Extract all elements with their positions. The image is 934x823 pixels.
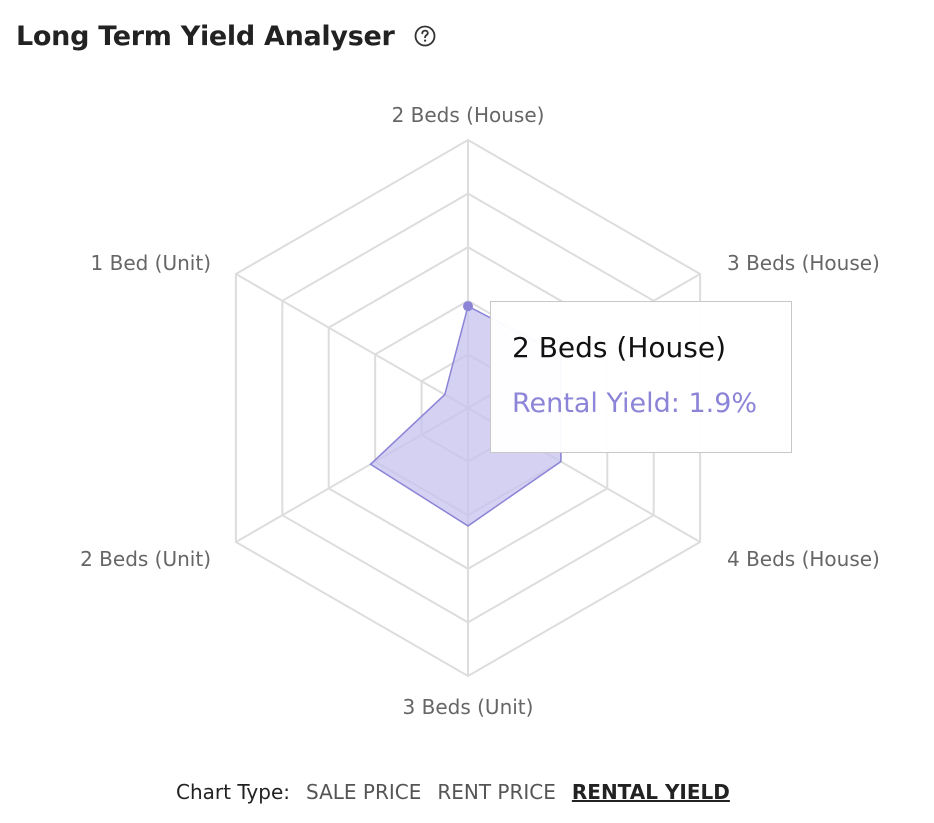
tooltip-value: Rental Yield: 1.9% bbox=[512, 388, 758, 419]
axis-label: 1 Bed (Unit) bbox=[91, 251, 211, 275]
chart-type-selector: Chart Type: SALE PRICE RENT PRICE RENTAL… bbox=[176, 780, 730, 804]
axis-label: 2 Beds (Unit) bbox=[80, 547, 211, 571]
axis-label: 3 Beds (Unit) bbox=[403, 695, 534, 719]
chart-type-rental-yield[interactable]: RENTAL YIELD bbox=[571, 780, 730, 804]
chart-type-rent-price[interactable]: RENT PRICE bbox=[437, 780, 556, 804]
active-point-marker[interactable] bbox=[463, 301, 473, 312]
chart-type-label: Chart Type: bbox=[176, 780, 290, 804]
question-circle-icon[interactable] bbox=[413, 24, 437, 48]
chart-type-sale-price[interactable]: SALE PRICE bbox=[306, 780, 422, 804]
radar-chart: 2 Beds (House) 3 Beds (House) 4 Beds (Hous… bbox=[80, 103, 880, 719]
chart-header: Long Term Yield Analyser bbox=[16, 14, 437, 58]
chart-tooltip: 2 Beds (House) Rental Yield: 1.9% bbox=[490, 301, 792, 453]
axis-labels: 2 Beds (House) 3 Beds (House) 4 Beds (Hous… bbox=[80, 103, 880, 719]
axis-label: 2 Beds (House) bbox=[392, 103, 545, 127]
page-title: Long Term Yield Analyser bbox=[16, 20, 395, 52]
tooltip-title: 2 Beds (House) bbox=[512, 331, 727, 364]
axis-label: 3 Beds (House) bbox=[727, 251, 880, 275]
axis-label: 4 Beds (House) bbox=[727, 547, 880, 571]
grid-spoke bbox=[235, 273, 469, 409]
